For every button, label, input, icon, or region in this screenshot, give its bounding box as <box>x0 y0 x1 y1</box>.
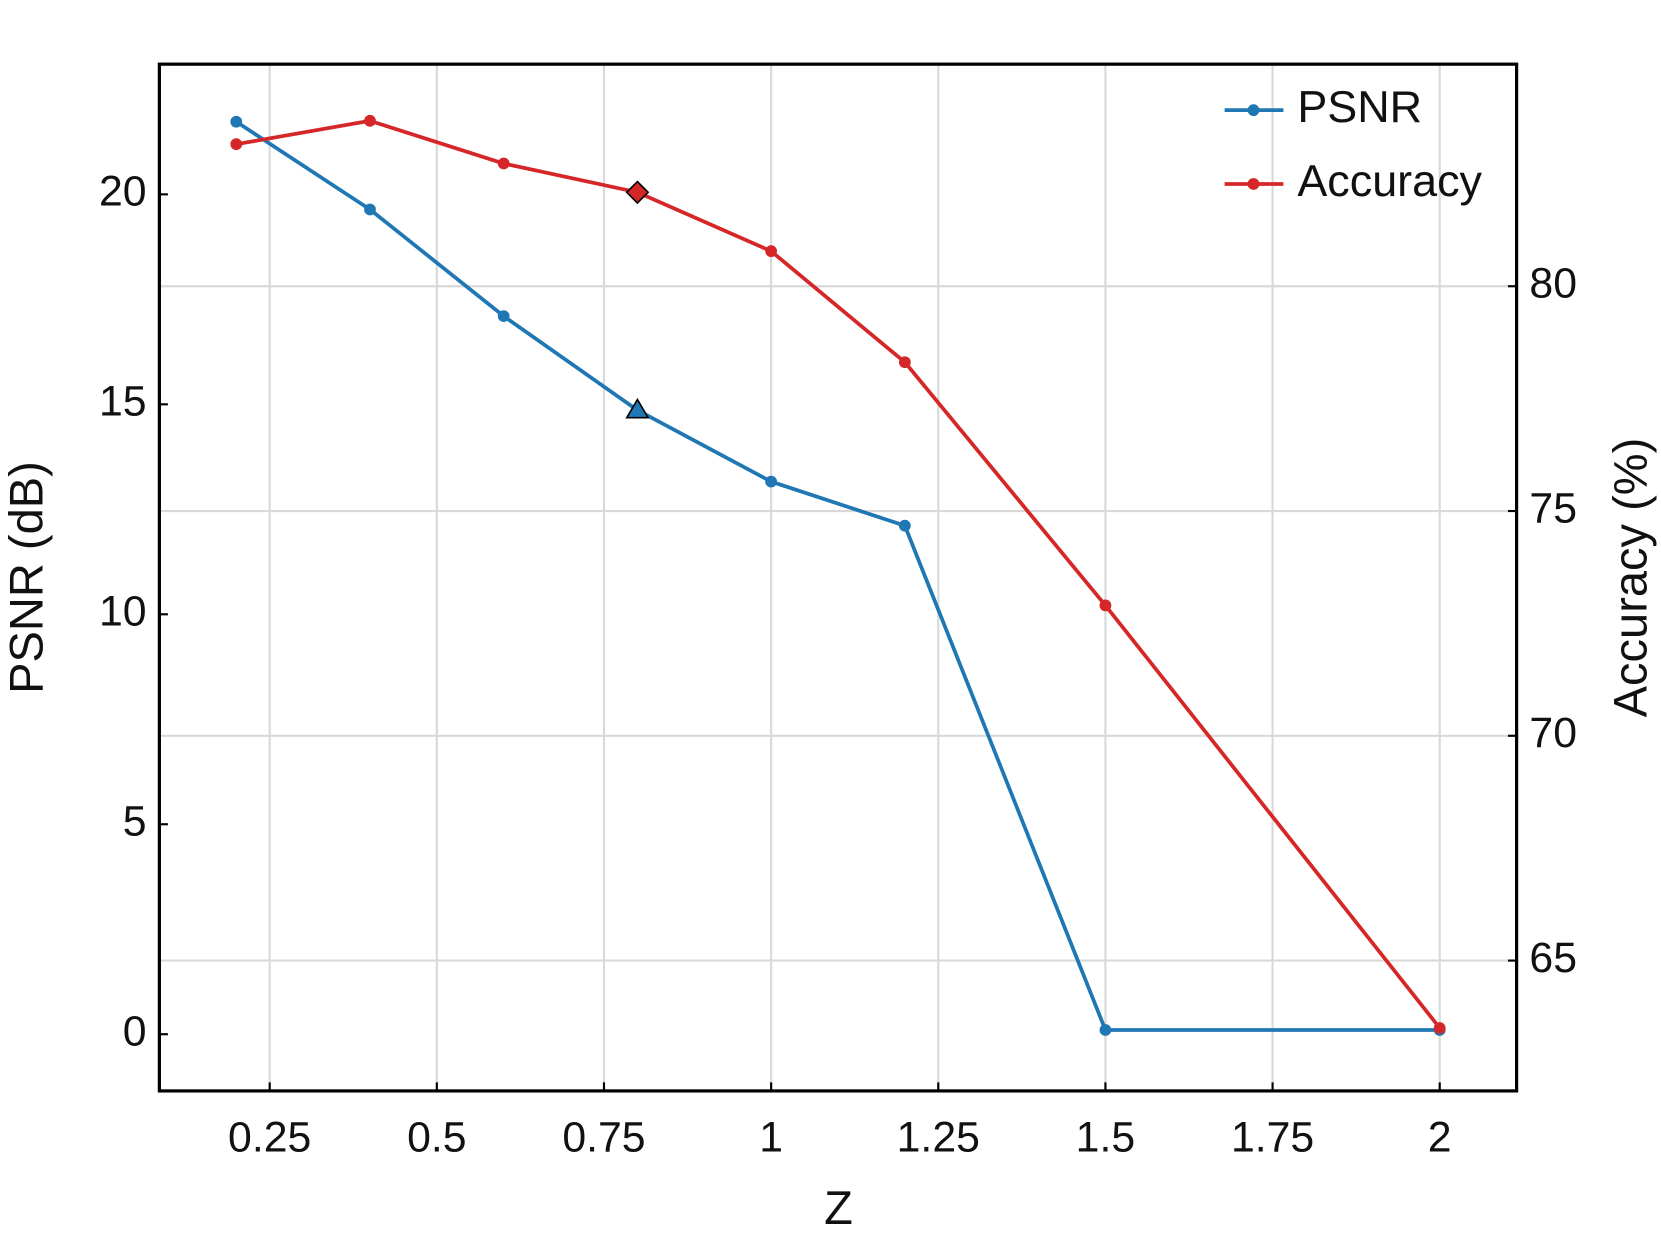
y2-tick-label: 75 <box>1529 484 1577 532</box>
legend-marker <box>1247 104 1260 117</box>
point <box>1433 1022 1446 1034</box>
x-tick-label: 0.5 <box>407 1113 466 1161</box>
point <box>898 519 911 532</box>
y-tick-label: 10 <box>99 588 147 636</box>
y-tick-label: 5 <box>123 798 147 846</box>
highlight-marker <box>625 180 650 205</box>
point <box>364 114 376 127</box>
legend-label: Accuracy <box>1297 155 1482 206</box>
x-tick-label: 1.5 <box>1076 1113 1135 1161</box>
series-line <box>235 120 1440 1032</box>
point <box>364 203 376 216</box>
y-tick-label: 0 <box>123 1008 147 1056</box>
series-line <box>235 118 1442 1030</box>
legend-label: PSNR <box>1297 81 1422 132</box>
x-tick-label: 2 <box>1428 1113 1452 1161</box>
x-axis-label: Z <box>824 1181 853 1234</box>
point <box>765 245 778 258</box>
y-axis-label: PSNR (dB) <box>0 461 52 694</box>
point <box>898 356 911 369</box>
point <box>765 475 778 488</box>
x-tick-label: 0.75 <box>562 1113 645 1161</box>
x-tick-label: 0.25 <box>228 1113 311 1161</box>
y2-tick-label: 70 <box>1529 709 1577 757</box>
y-tick-label: 15 <box>99 378 147 426</box>
x-tick-label: 1.25 <box>897 1113 980 1161</box>
y-tick-label: 20 <box>99 168 147 216</box>
point <box>497 310 510 323</box>
legend-marker <box>1247 178 1260 190</box>
point <box>1099 599 1112 612</box>
y2-tick-label: 80 <box>1529 260 1577 308</box>
point <box>497 157 510 170</box>
point <box>1099 1024 1112 1036</box>
plot-frame <box>157 62 1519 1093</box>
point <box>230 138 243 151</box>
highlight-marker <box>625 397 650 419</box>
y2-axis-label: Accuracy (%) <box>1604 438 1657 718</box>
x-tick-label: 1.75 <box>1231 1113 1314 1161</box>
point <box>230 115 243 128</box>
y2-tick-label: 65 <box>1529 934 1577 982</box>
x-tick-label: 1 <box>759 1113 783 1161</box>
